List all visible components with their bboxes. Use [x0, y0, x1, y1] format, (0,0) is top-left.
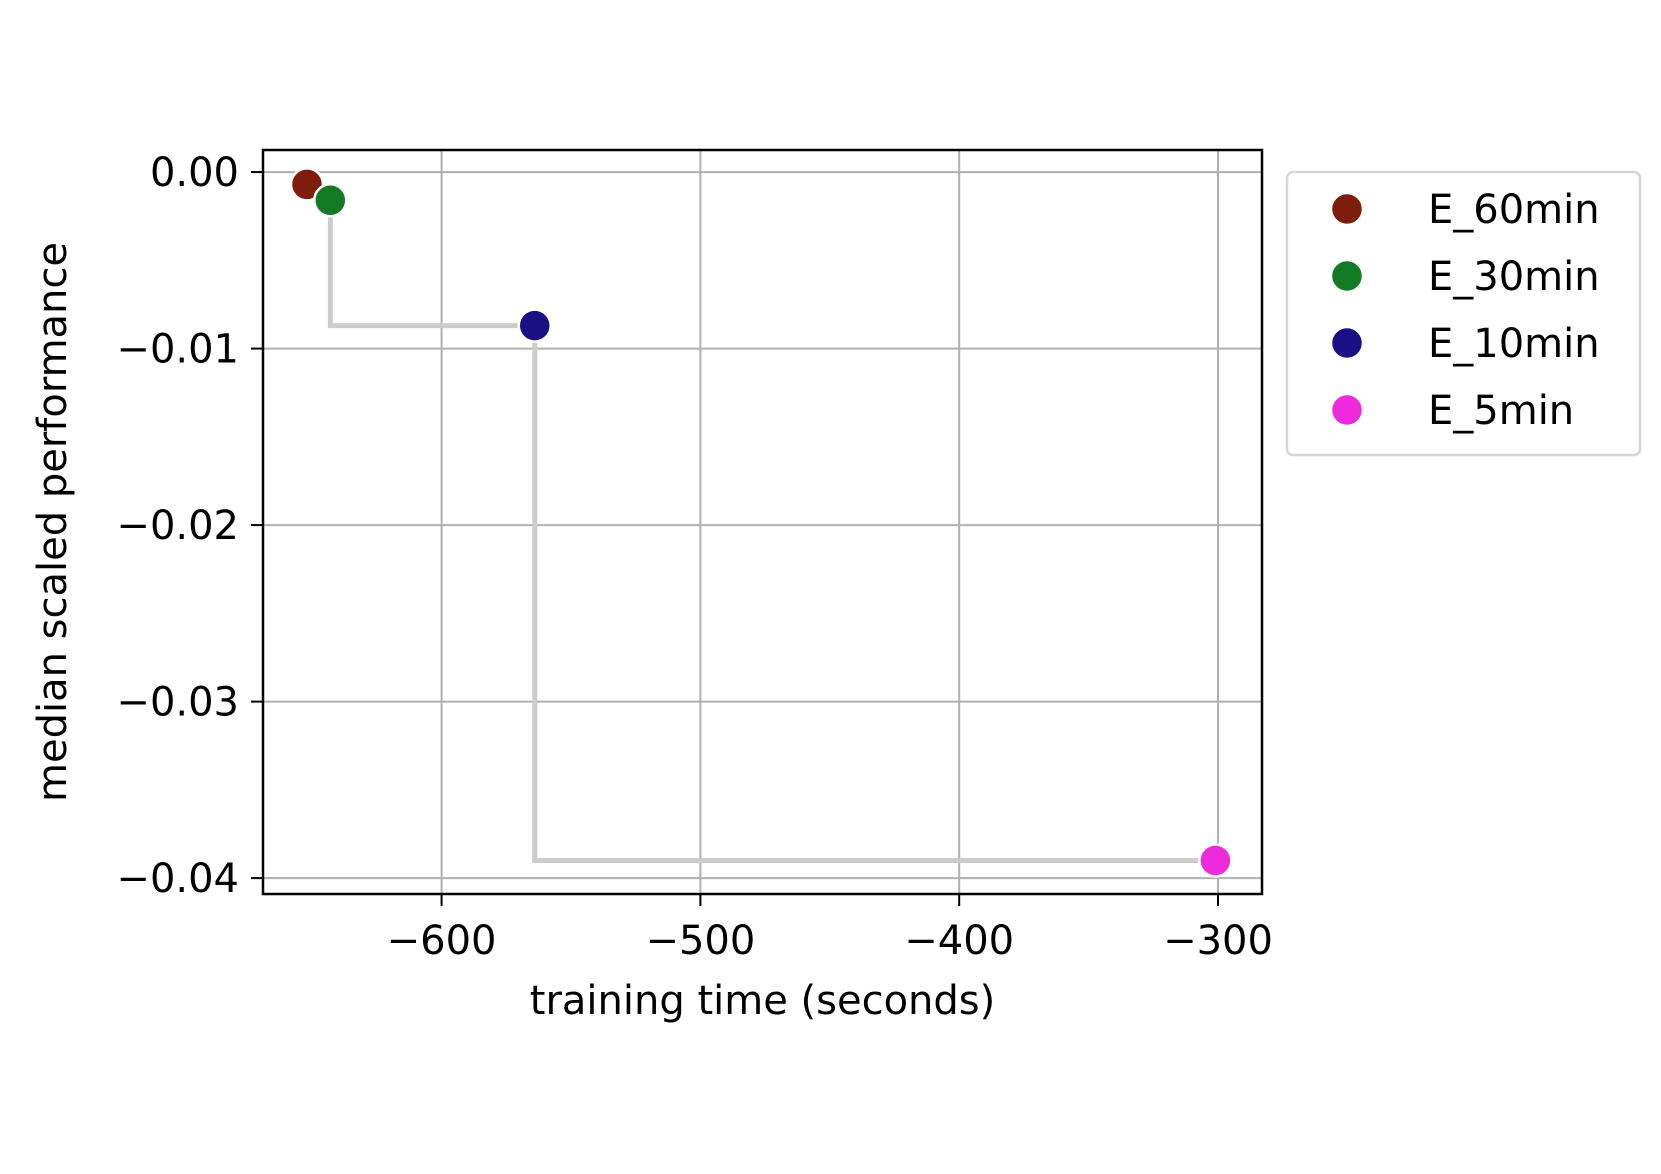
x-axis-ticks: −600 −500 −400 −300 — [387, 894, 1273, 964]
y-tick-label: −0.03 — [116, 680, 239, 726]
data-points — [289, 167, 1233, 878]
y-axis-label: median scaled performance — [30, 242, 76, 802]
pareto-front — [327, 200, 1216, 863]
legend: E_60min E_30min E_10min E_5min — [1285, 170, 1642, 457]
y-tick-label: −0.01 — [116, 327, 239, 373]
y-tick-label: −0.02 — [116, 503, 239, 549]
legend-marker — [1329, 325, 1365, 361]
point-e-5min — [1198, 843, 1233, 878]
x-axis-label: training time (seconds) — [530, 978, 995, 1024]
legend-marker — [1329, 191, 1365, 227]
legend-label: E_30min — [1428, 254, 1600, 300]
legend-label: E_10min — [1428, 321, 1600, 367]
plot-frame — [261, 148, 1264, 896]
point-e-30min — [313, 183, 348, 218]
y-tick-label: 0.00 — [150, 150, 239, 196]
pareto-step-line — [327, 200, 1216, 863]
grid — [263, 150, 1262, 894]
x-tick-label: −300 — [1163, 918, 1273, 964]
legend-marker — [1329, 258, 1365, 294]
legend-label: E_5min — [1428, 388, 1574, 434]
x-tick-label: −500 — [645, 918, 755, 964]
legend-marker — [1329, 392, 1365, 428]
y-tick-label: −0.04 — [116, 856, 239, 902]
x-tick-label: −600 — [387, 918, 497, 964]
y-axis-ticks: 0.00 −0.01 −0.02 −0.03 −0.04 — [116, 150, 263, 902]
point-e-10min — [517, 308, 552, 343]
legend-label: E_60min — [1428, 187, 1600, 233]
x-tick-label: −400 — [904, 918, 1014, 964]
legend-box — [1285, 170, 1642, 457]
